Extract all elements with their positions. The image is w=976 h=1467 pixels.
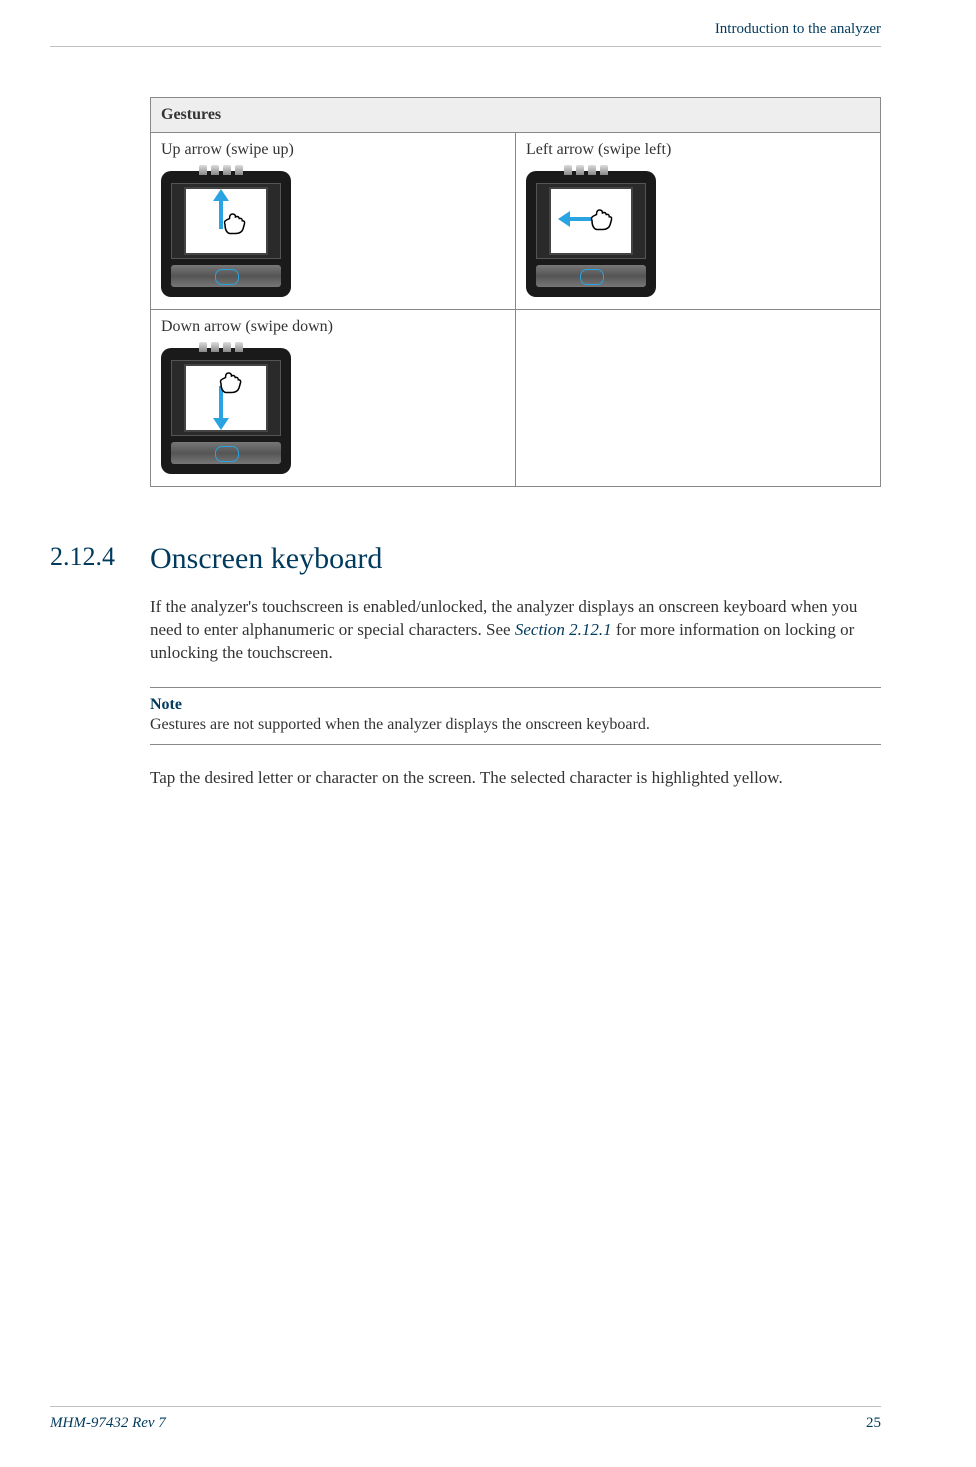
section-title: Onscreen keyboard [150, 542, 881, 576]
gesture-label: Down arrow (swipe down) [161, 318, 505, 336]
section-link[interactable]: Section 2.12.1 [515, 620, 612, 639]
footer-doc-id: MHM-97432 Rev 7 [50, 1415, 166, 1432]
hand-icon [586, 207, 616, 231]
gesture-label: Left arrow (swipe left) [526, 141, 870, 159]
paragraph-2: Tap the desired letter or character on t… [150, 767, 881, 790]
gesture-cell-up: Up arrow (swipe up) [151, 133, 516, 310]
device-illustration-left [526, 165, 656, 297]
gesture-cell-empty [516, 310, 881, 487]
note-text: Gestures are not supported when the anal… [150, 716, 650, 733]
gestures-table-header: Gestures [151, 98, 881, 133]
paragraph-1: If the analyzer's touchscreen is enabled… [150, 596, 881, 665]
device-illustration-up [161, 165, 291, 297]
footer-page-number: 25 [866, 1415, 881, 1432]
page: Introduction to the analyzer Gestures Up… [0, 0, 976, 1467]
hand-icon [219, 211, 249, 235]
hand-icon [215, 370, 245, 394]
gesture-label: Up arrow (swipe up) [161, 141, 505, 159]
page-header: Introduction to the analyzer [50, 20, 881, 47]
section-body: Onscreen keyboard If the analyzer's touc… [150, 542, 881, 812]
device-illustration-down [161, 342, 291, 474]
gestures-table: Gestures Up arrow (swipe up) [150, 97, 881, 487]
note-label: Note [150, 696, 881, 714]
section-number: 2.12.4 [50, 542, 150, 812]
section-2-12-4: 2.12.4 Onscreen keyboard If the analyzer… [50, 542, 881, 812]
content-area: Gestures Up arrow (swipe up) [150, 97, 881, 487]
gesture-cell-down: Down arrow (swipe down) [151, 310, 516, 487]
table-row: Down arrow (swipe down) [151, 310, 881, 487]
page-footer: MHM-97432 Rev 7 25 [50, 1406, 881, 1432]
gesture-cell-left: Left arrow (swipe left) [516, 133, 881, 310]
header-title: Introduction to the analyzer [715, 21, 881, 37]
note-block: Note Gestures are not supported when the… [150, 687, 881, 745]
table-row: Up arrow (swipe up) [151, 133, 881, 310]
